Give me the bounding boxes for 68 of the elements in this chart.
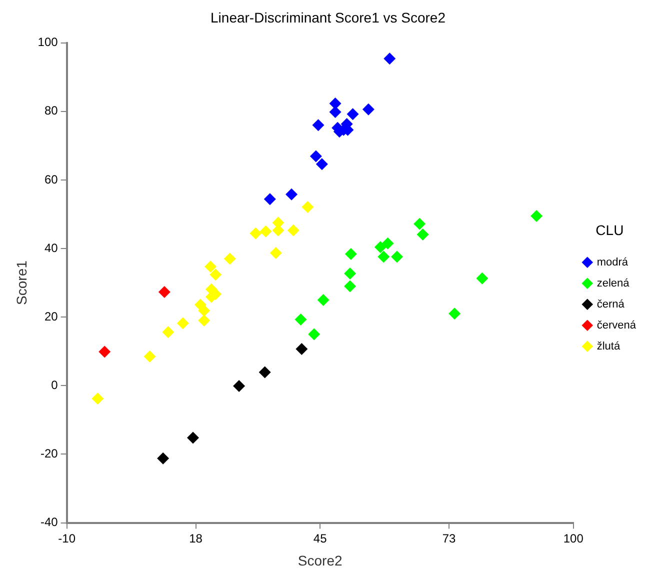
point bbox=[362, 103, 374, 116]
y-tick-label: 100 bbox=[38, 35, 58, 50]
x-axis-title: Score2 bbox=[298, 552, 342, 568]
point bbox=[476, 272, 488, 284]
y-tick-label: -40 bbox=[40, 515, 58, 530]
point bbox=[250, 227, 262, 240]
point bbox=[296, 342, 308, 355]
chart-title: Linear-Discriminant Score1 vs Score2 bbox=[210, 9, 446, 26]
point bbox=[310, 150, 322, 162]
point bbox=[186, 432, 199, 444]
point bbox=[448, 308, 461, 320]
point bbox=[384, 52, 396, 65]
point bbox=[374, 241, 386, 254]
point bbox=[302, 201, 314, 214]
point bbox=[329, 97, 342, 110]
x-tick-label: 73 bbox=[442, 531, 456, 546]
x-tick-label: 45 bbox=[313, 531, 328, 546]
point bbox=[98, 346, 111, 358]
point bbox=[414, 218, 426, 230]
point bbox=[294, 313, 307, 326]
y-tick-label: 40 bbox=[44, 240, 58, 255]
point bbox=[312, 119, 324, 132]
point bbox=[346, 108, 359, 120]
point bbox=[210, 268, 222, 281]
y-tick-label: -20 bbox=[40, 446, 58, 461]
point bbox=[144, 350, 156, 363]
point bbox=[287, 224, 300, 236]
point bbox=[233, 380, 246, 392]
point bbox=[158, 286, 170, 298]
point bbox=[270, 246, 282, 259]
point bbox=[198, 304, 210, 317]
legend-label: žlutá bbox=[596, 340, 621, 352]
x-tick-label: 100 bbox=[563, 531, 584, 546]
point bbox=[157, 452, 170, 464]
point bbox=[530, 210, 543, 222]
point bbox=[344, 280, 356, 292]
legend-label: červená bbox=[596, 319, 637, 332]
legend-label: zelená bbox=[596, 277, 630, 290]
point bbox=[204, 260, 216, 273]
point bbox=[390, 250, 403, 263]
x-tick-label: -10 bbox=[58, 531, 76, 546]
point bbox=[162, 326, 174, 338]
point bbox=[317, 294, 330, 306]
y-tick-label: 0 bbox=[51, 378, 58, 392]
point bbox=[329, 106, 342, 118]
point bbox=[316, 158, 328, 170]
point bbox=[198, 314, 210, 327]
point bbox=[344, 248, 357, 260]
point bbox=[92, 392, 104, 405]
point bbox=[378, 250, 390, 263]
point bbox=[258, 366, 271, 378]
point bbox=[308, 328, 320, 340]
y-tick-label: 80 bbox=[44, 104, 58, 118]
legend-label: modrá bbox=[596, 256, 629, 268]
point bbox=[344, 268, 356, 280]
point bbox=[416, 228, 429, 240]
point bbox=[176, 317, 189, 330]
legend-label: černá bbox=[596, 298, 626, 310]
x-tick-label: 18 bbox=[189, 531, 203, 546]
point bbox=[224, 252, 236, 265]
y-tick-label: 60 bbox=[44, 172, 58, 186]
y-axis-title: Score1 bbox=[13, 260, 30, 305]
point bbox=[382, 237, 394, 250]
point bbox=[286, 188, 298, 200]
point bbox=[260, 225, 272, 238]
y-tick-label: 20 bbox=[44, 309, 58, 324]
point bbox=[264, 193, 276, 206]
legend-title: CLU bbox=[596, 222, 624, 238]
